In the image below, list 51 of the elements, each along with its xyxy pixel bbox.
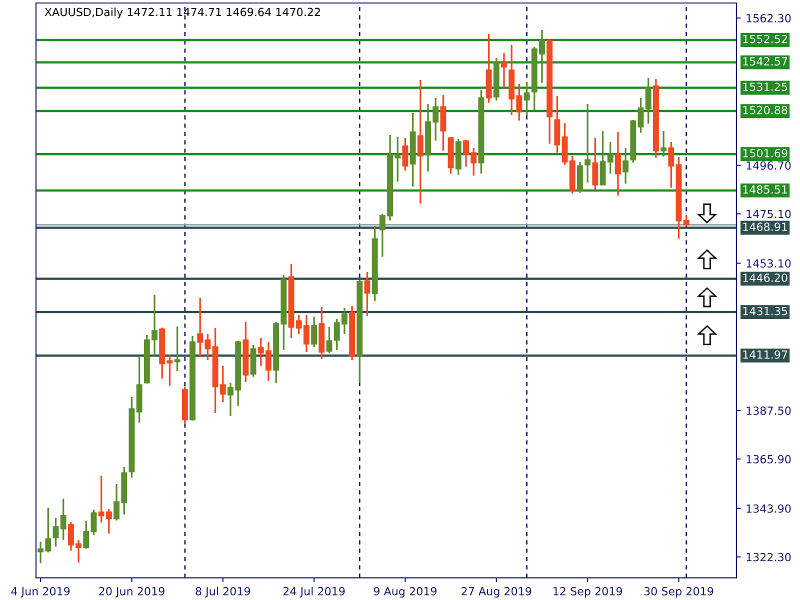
x-tick-label: 20 Jun 2019 bbox=[99, 587, 164, 598]
candlestick bbox=[683, 214, 690, 227]
x-tick-label: 9 Aug 2019 bbox=[374, 587, 437, 598]
candlestick bbox=[60, 498, 66, 541]
y-tick-label: 1475.10 bbox=[746, 210, 791, 218]
y-tick-label: 1387.50 bbox=[746, 406, 791, 415]
candlestick bbox=[600, 130, 606, 186]
candlestick bbox=[524, 81, 530, 117]
ref-line-label: 1411.97 bbox=[743, 350, 788, 359]
candlestick bbox=[638, 97, 644, 134]
candlestick bbox=[90, 508, 97, 536]
candlestick bbox=[645, 77, 652, 125]
candlestick bbox=[311, 316, 318, 348]
ref-line-label: 1485.51 bbox=[743, 185, 788, 194]
x-tick-label: 8 Jul 2019 bbox=[196, 586, 250, 598]
ref-line-label: 1542.57 bbox=[743, 57, 788, 66]
candlestick bbox=[52, 517, 59, 548]
candlestick bbox=[660, 130, 667, 158]
y-tick-label: 1365.90 bbox=[746, 455, 791, 464]
y-tick-label: 1343.90 bbox=[746, 504, 791, 513]
candlestick bbox=[83, 520, 90, 550]
candlestick bbox=[326, 326, 332, 354]
candlestick bbox=[402, 137, 408, 172]
x-tick-label: 24 Jul 2019 bbox=[283, 586, 345, 598]
ref-line-label: 1531.25 bbox=[743, 82, 788, 91]
candlestick bbox=[607, 141, 614, 174]
ref-line-label: 1431.35 bbox=[743, 306, 788, 316]
candlestick bbox=[364, 271, 370, 317]
x-tick-label: 27 Aug 2019 bbox=[462, 587, 532, 598]
ref-line-label: 1552.52 bbox=[743, 34, 787, 44]
y-tick-label: 1322.30 bbox=[746, 552, 791, 562]
candlestick bbox=[668, 141, 674, 189]
candlestick bbox=[622, 147, 629, 185]
candlestick bbox=[417, 79, 424, 205]
x-tick-label: 12 Sep 2019 bbox=[554, 587, 622, 598]
candlestick bbox=[614, 131, 621, 196]
ref-line-label: 1520.88 bbox=[743, 106, 788, 114]
candlestick bbox=[501, 52, 507, 88]
candlestick bbox=[592, 137, 598, 192]
y-tick-label: 1453.10 bbox=[746, 259, 791, 268]
ref-line-label: 1468.91 bbox=[743, 222, 788, 231]
y-tick-label: 1496.70 bbox=[746, 161, 791, 170]
ref-line-label: 1446.20 bbox=[743, 274, 788, 282]
x-tick-label: 4 Jun 2019 bbox=[11, 587, 70, 598]
chart-title: XAUUSD,Daily 1472.11 1474.71 1469.64 1470.22 bbox=[44, 8, 320, 18]
candlestick bbox=[584, 103, 591, 184]
y-tick-label: 1562.30 bbox=[746, 14, 791, 22]
ref-line-label: 1501.69 bbox=[743, 148, 788, 158]
candlestick bbox=[440, 94, 446, 152]
x-tick-label: 30 Sep 2019 bbox=[644, 587, 714, 598]
candlestick bbox=[174, 326, 180, 372]
